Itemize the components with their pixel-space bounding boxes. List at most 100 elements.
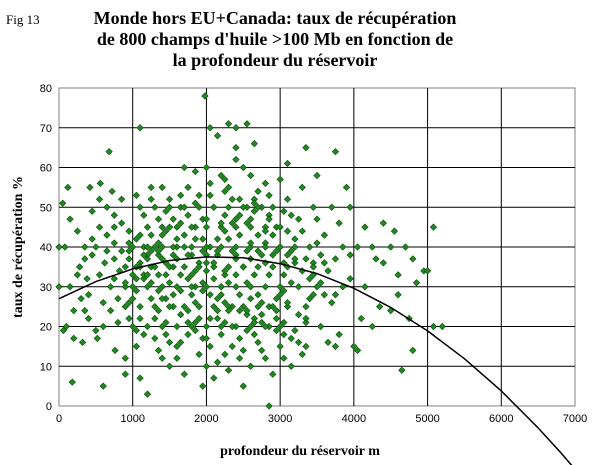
data-point bbox=[140, 211, 148, 219]
data-point bbox=[129, 295, 137, 303]
data-point bbox=[291, 243, 299, 251]
data-point bbox=[309, 291, 317, 299]
data-point bbox=[132, 275, 141, 283]
data-point bbox=[258, 310, 266, 319]
data-point bbox=[76, 263, 84, 271]
data-point bbox=[132, 191, 141, 199]
x-tick-label: 7000 bbox=[563, 413, 587, 425]
data-point bbox=[86, 183, 94, 191]
data-point bbox=[129, 243, 137, 251]
data-point bbox=[154, 287, 163, 295]
data-point bbox=[276, 291, 284, 299]
data-point bbox=[269, 263, 277, 271]
data-point bbox=[121, 354, 129, 362]
data-point bbox=[151, 314, 159, 323]
data-point bbox=[232, 155, 240, 164]
data-point bbox=[195, 303, 203, 311]
data-point bbox=[103, 247, 111, 255]
data-point bbox=[121, 283, 129, 291]
data-point bbox=[154, 271, 163, 279]
data-point bbox=[154, 251, 163, 259]
data-point bbox=[96, 179, 104, 188]
data-point bbox=[81, 243, 89, 251]
y-tick-label: 50 bbox=[40, 202, 52, 214]
data-point bbox=[287, 247, 295, 255]
data-point bbox=[188, 322, 196, 331]
data-point bbox=[202, 223, 211, 231]
data-point bbox=[177, 338, 185, 347]
data-point bbox=[202, 362, 211, 370]
data-point bbox=[165, 223, 174, 231]
data-point bbox=[140, 330, 148, 339]
data-point bbox=[136, 303, 144, 311]
data-point bbox=[302, 342, 310, 350]
data-point bbox=[201, 92, 209, 100]
data-point bbox=[121, 279, 129, 287]
data-point bbox=[409, 346, 417, 354]
data-point bbox=[243, 279, 251, 287]
data-point bbox=[118, 247, 126, 255]
data-point bbox=[235, 195, 244, 203]
y-tick-label: 0 bbox=[46, 401, 52, 413]
data-point bbox=[357, 314, 365, 323]
data-point bbox=[165, 203, 174, 211]
data-point bbox=[302, 144, 310, 152]
data-point bbox=[243, 306, 251, 315]
data-point bbox=[108, 187, 116, 195]
data-point bbox=[272, 247, 281, 255]
data-point bbox=[78, 338, 87, 347]
data-point bbox=[243, 219, 251, 227]
data-point bbox=[132, 342, 141, 350]
data-point bbox=[151, 303, 159, 311]
data-point bbox=[202, 283, 211, 291]
data-point bbox=[162, 207, 170, 215]
data-point bbox=[390, 227, 399, 235]
data-point bbox=[162, 330, 170, 339]
data-point bbox=[165, 362, 174, 370]
data-point bbox=[177, 271, 185, 279]
data-point bbox=[247, 295, 255, 303]
data-point bbox=[169, 215, 177, 223]
data-point bbox=[272, 314, 281, 323]
data-point bbox=[280, 287, 288, 295]
data-point bbox=[206, 179, 214, 188]
data-point bbox=[224, 120, 233, 128]
data-point bbox=[95, 195, 104, 203]
data-point bbox=[73, 227, 82, 235]
data-point bbox=[195, 350, 203, 358]
data-point bbox=[361, 283, 369, 291]
data-point bbox=[254, 291, 262, 299]
data-point bbox=[162, 271, 170, 279]
data-point bbox=[132, 326, 141, 335]
data-point bbox=[177, 191, 185, 199]
data-point bbox=[309, 263, 317, 271]
y-tick-label: 70 bbox=[40, 123, 52, 135]
data-point bbox=[331, 291, 340, 299]
figure-label: Fig 13 bbox=[6, 12, 40, 27]
data-point bbox=[243, 247, 251, 255]
data-point bbox=[210, 259, 218, 267]
data-point bbox=[254, 303, 262, 311]
data-point bbox=[195, 314, 203, 323]
data-point bbox=[335, 219, 343, 227]
data-point bbox=[250, 330, 258, 339]
data-point bbox=[269, 370, 277, 378]
data-point bbox=[258, 251, 266, 259]
data-point bbox=[129, 322, 137, 331]
data-point bbox=[180, 370, 188, 378]
data-point bbox=[151, 334, 159, 343]
data-point bbox=[243, 120, 251, 128]
data-point bbox=[93, 334, 101, 343]
data-point bbox=[232, 223, 240, 231]
data-point bbox=[265, 271, 273, 279]
data-point bbox=[224, 235, 233, 243]
data-point bbox=[66, 283, 74, 291]
data-point bbox=[276, 322, 284, 331]
data-point bbox=[62, 322, 70, 331]
data-point bbox=[228, 342, 236, 350]
data-point bbox=[269, 303, 277, 311]
data-point bbox=[191, 318, 199, 327]
x-tick-label: 6000 bbox=[489, 413, 513, 425]
data-point bbox=[298, 350, 306, 358]
data-point bbox=[342, 183, 351, 191]
